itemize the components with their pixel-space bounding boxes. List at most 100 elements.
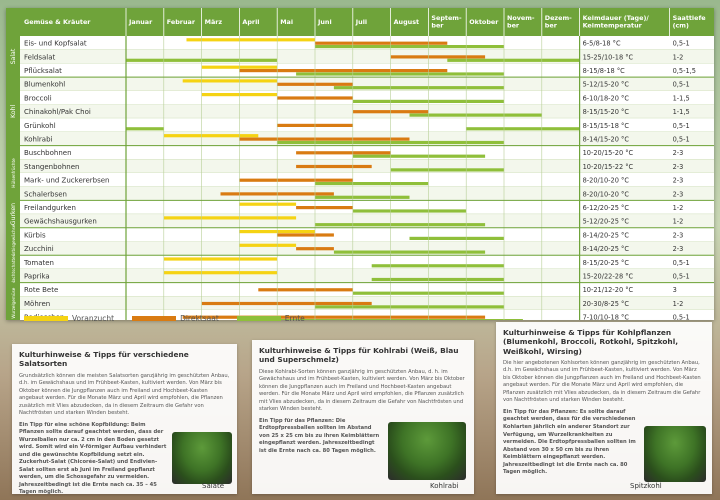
row-name-19: Möhren [24, 300, 50, 308]
bar-d-8-0 [296, 151, 391, 155]
group-band-5 [6, 255, 20, 283]
row-name-5: Chinakohl/Pak Choi [24, 108, 91, 116]
card-salat-title: Kulturhinweise & Tipps für verschiedene … [19, 350, 189, 369]
bar-d-12-0 [296, 206, 353, 210]
header-month-8: Septem-ber [431, 14, 462, 30]
legend-voranzucht-label: Voranzucht [72, 314, 115, 323]
bar-d-0-0 [315, 41, 448, 45]
bar-e-15-0 [333, 250, 486, 254]
card-kohl-caption: Spitzkohl [630, 482, 662, 490]
bar-d-18-0 [258, 288, 353, 292]
legend-direktsaat: Direktsaat [132, 314, 219, 323]
header-month-6: Juli [355, 18, 367, 26]
row-bg-12 [20, 200, 714, 215]
group-band-0 [6, 36, 20, 78]
row-name-6: Grünkohl [24, 122, 56, 130]
bar-e-6-1 [466, 127, 580, 131]
card-kohl-tips: Kulturhinweise & Tipps für Kohlpflanzen … [496, 322, 712, 494]
row-keim-12: 6-12/20-25 °C [583, 204, 630, 212]
bar-v-13-0 [163, 216, 297, 220]
row-tiefe-2: 0,5-1,5 [673, 67, 696, 75]
header-month-9: Oktober [469, 18, 499, 26]
bar-v-15-0 [239, 243, 297, 247]
legend-voranzucht: Voranzucht [24, 314, 114, 323]
bar-e-12-0 [352, 209, 467, 213]
row-tiefe-5: 1-1,5 [673, 108, 690, 116]
group-band-1 [6, 77, 20, 146]
row-tiefe-17: 0,5-1 [673, 273, 690, 281]
row-tiefe-6: 0,5-1 [673, 122, 690, 130]
row-tiefe-12: 1-2 [673, 204, 684, 212]
bar-e-17-0 [371, 277, 504, 282]
kohlrabi-plant-photo [388, 422, 466, 480]
row-keim-14: 8-14/20-25 °C [583, 231, 630, 239]
row-name-2: Pflücksalat [24, 67, 62, 75]
header-month-4: Mai [280, 18, 293, 26]
group-label-2: Hülsenfrüchte [11, 158, 16, 188]
row-tiefe-14: 2-3 [673, 231, 684, 239]
spitzkohl-plant-photo [644, 426, 706, 482]
legend-voranzucht-swatch [24, 316, 68, 321]
row-bg-20 [20, 310, 714, 320]
planting-calendar-table: Gemüse & Kräuter Januar Februar März April Ma… [6, 8, 714, 320]
row-tiefe-3: 0,5-1 [673, 81, 690, 89]
row-name-3: Blumenkohl [24, 81, 65, 89]
header-keimdauer: Keimdauer (Tage)/Keimtemperatur [583, 14, 650, 30]
group-label-0: Salat [10, 48, 17, 64]
bar-v-17-0 [163, 271, 278, 275]
card-salat-text-2: Ein Tipp für eine schöne Kopfbildung: Be… [19, 421, 167, 494]
bar-e-19-0 [315, 305, 504, 309]
row-bg-18 [20, 282, 714, 297]
bar-v-7-0 [163, 134, 259, 138]
header-month-0: Januar [128, 18, 153, 26]
row-keim-13: 5-12/20-25 °C [583, 218, 630, 226]
row-name-14: Kürbis [24, 231, 46, 239]
row-keim-6: 8-15/15-18 °C [583, 122, 630, 130]
row-tiefe-19: 1-2 [673, 300, 684, 308]
bar-e-5-0 [409, 113, 542, 117]
card-kohlrabi-tips: Kulturhinweise & Tipps für Kohlrabi (Wei… [252, 340, 474, 494]
row-keim-7: 8-14/15-20 °C [583, 136, 630, 144]
row-name-17: Paprika [24, 273, 50, 281]
row-bg-10 [20, 173, 714, 187]
row-tiefe-20: 0,5-1 [673, 314, 690, 320]
bar-e-2-0 [296, 72, 504, 76]
group-band-6 [6, 282, 20, 320]
group-band-2 [6, 145, 20, 201]
bar-d-19-0 [201, 301, 372, 306]
row-name-8: Buschbohnen [24, 149, 72, 157]
row-bg-14 [20, 227, 714, 242]
bar-d-14-0 [277, 233, 334, 237]
row-keim-16: 8-15/20-25 °C [583, 259, 630, 267]
row-tiefe-13: 1-2 [673, 218, 684, 226]
row-name-11: Schalerbsen [24, 190, 67, 198]
row-tiefe-11: 2-3 [673, 190, 684, 198]
row-name-1: Feldsalat [24, 53, 56, 61]
group-label-6: Wurzelgemüse [11, 287, 16, 318]
card-kohl-title: Kulturhinweise & Tipps für Kohlpflanzen … [503, 328, 679, 356]
bar-e-13-0 [315, 223, 486, 227]
row-keim-17: 15-20/22-28 °C [583, 273, 634, 281]
row-keim-10: 8-20/10-20 °C [583, 177, 630, 185]
row-tiefe-4: 1-1,5 [673, 94, 690, 102]
legend-ernte-swatch [236, 316, 281, 321]
bar-e-14-0 [409, 236, 504, 240]
row-name-10: Mark- und Zuckererbsen [24, 177, 110, 185]
bar-e-20-0 [239, 319, 523, 320]
bar-d-2-0 [239, 69, 448, 73]
card-kohl-text-1: Die hier angebotenen Kohlsorten können g… [503, 359, 701, 404]
row-keim-8: 10-20/15-20 °C [583, 149, 634, 157]
row-name-4: Broccoli [24, 94, 52, 102]
header-month-11: Dezem-ber [545, 14, 572, 30]
header-saattiefe: Saattiefe (cm) [673, 14, 707, 30]
row-keim-19: 20-30/8-25 °C [583, 300, 630, 308]
header-month-1: Februar [167, 18, 196, 26]
bar-e-10-0 [315, 182, 429, 186]
bar-d-10-0 [239, 178, 353, 182]
legend-ernte-label: Ernte [284, 314, 305, 323]
bar-d-9-0 [296, 164, 372, 169]
group-label-3: Gurken [10, 203, 17, 225]
row-name-15: Zucchini [24, 245, 54, 253]
header-month-10: Novem-ber [507, 14, 535, 30]
header-month-5: Juni [317, 18, 332, 26]
